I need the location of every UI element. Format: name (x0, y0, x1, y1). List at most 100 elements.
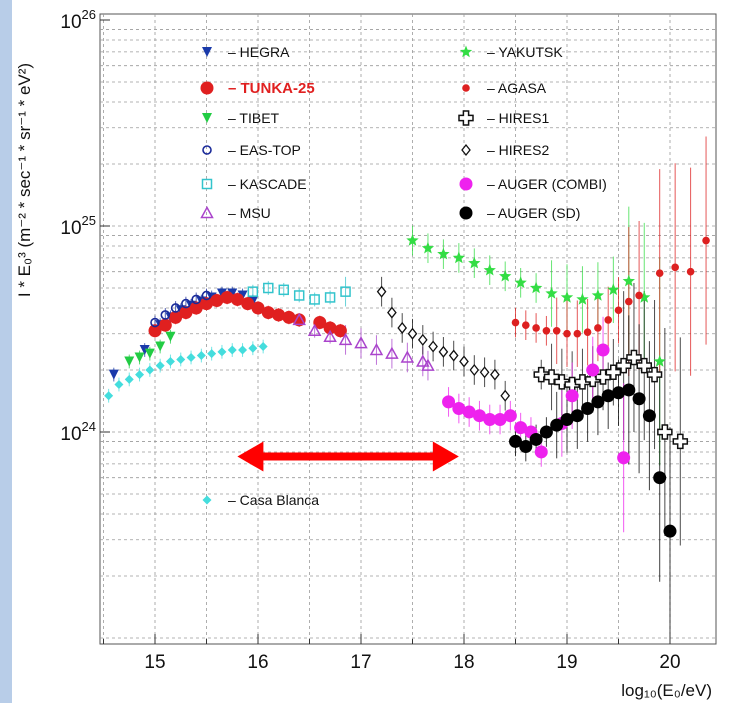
marker-auger-combi (565, 389, 579, 403)
marker-hires2 (438, 345, 449, 358)
energy-range-arrow (237, 441, 459, 472)
marker-agasa (625, 297, 633, 306)
marker-casa-blanca (217, 347, 227, 357)
marker-yakutsk (638, 290, 651, 303)
marker-tunka-25 (272, 308, 286, 322)
marker-yakutsk (421, 241, 435, 254)
marker-auger-combi (483, 412, 497, 426)
marker-tibet (124, 356, 135, 367)
axes: 15 16 17 18 19 20 1026 1025 1024 log₁₀(E₀/eV) I * … (15, 7, 712, 700)
marker-yakutsk (576, 292, 589, 305)
marker-hires1 (672, 433, 689, 450)
marker-casa-blanca (104, 391, 114, 401)
legend-marker (200, 81, 214, 95)
marker-auger-combi (586, 363, 600, 377)
marker-auger-sd (653, 471, 667, 485)
marker-kascade (324, 292, 336, 303)
legend-marker (458, 110, 474, 126)
legend: – HEGRA – TUNKA-25 – TIBET – EAS-TOP – KASCA… (200, 44, 607, 508)
marker-casa-blanca (227, 345, 237, 355)
marker-auger-sd (560, 412, 574, 426)
marker-eas-top (191, 294, 201, 305)
marker-auger-combi (472, 409, 486, 423)
marker-casa-blanca (155, 361, 165, 371)
marker-msu (416, 354, 430, 367)
marker-tunka-25 (169, 310, 183, 324)
legend-marker (461, 143, 471, 157)
x-tick-label: 16 (247, 652, 268, 673)
marker-tunka-25 (148, 324, 162, 338)
marker-hires2 (417, 333, 428, 346)
marker-eas-top (160, 310, 171, 320)
legend-label: – TUNKA-25 (228, 80, 315, 97)
marker-auger-combi (534, 445, 548, 459)
marker-auger-sd (591, 395, 605, 409)
marker-yakutsk (499, 269, 512, 282)
marker-auger-combi (442, 395, 456, 409)
marker-tunka-25 (323, 321, 337, 335)
marker-hegra (108, 369, 119, 380)
marker-hires2 (428, 340, 438, 353)
marker-casa-blanca (196, 351, 206, 361)
marker-hires1 (657, 424, 673, 440)
marker-eas-top (181, 298, 191, 309)
marker-casa-blanca (238, 345, 248, 355)
marker-casa-blanca (176, 354, 186, 364)
legend-label: – TIBET (228, 110, 280, 126)
marker-agasa (552, 326, 561, 335)
marker-hires2 (376, 285, 387, 298)
marker-yakutsk (406, 234, 419, 246)
x-axis-title: log₁₀(E₀/eV) (621, 681, 712, 700)
marker-tunka-25 (251, 301, 265, 315)
marker-yakutsk (545, 287, 558, 299)
marker-casa-blanca (145, 365, 155, 375)
marker-auger-sd (581, 402, 595, 416)
marker-eas-top (150, 317, 160, 328)
marker-eas-top (170, 303, 181, 313)
marker-casa-blanca (124, 374, 134, 384)
x-tick-label: 15 (144, 652, 165, 673)
legend-label: – AUGER (COMBI) (487, 176, 607, 192)
marker-tunka-25 (158, 318, 172, 332)
marker-yakutsk (622, 274, 635, 287)
y-tick-label: 1026 (60, 7, 96, 33)
marker-auger-sd (601, 389, 615, 403)
legend-label: – AUGER (SD) (487, 205, 580, 221)
legend-marker (202, 145, 212, 155)
marker-tunka-25 (282, 310, 296, 324)
x-tick-label: 17 (350, 652, 371, 673)
marker-hires2 (448, 349, 459, 362)
marker-hegra (139, 345, 150, 356)
marker-agasa (583, 328, 592, 337)
marker-agasa (655, 269, 664, 278)
marker-auger-combi (514, 421, 528, 435)
marker-auger-sd (632, 392, 646, 406)
marker-msu (338, 332, 353, 346)
legend-marker (202, 495, 212, 505)
marker-auger-sd (663, 524, 677, 538)
marker-agasa (522, 321, 530, 329)
legend-label: – YAKUTSK (487, 44, 563, 60)
marker-tunka-25 (179, 306, 193, 320)
legend-label: – MSU (228, 205, 271, 221)
marker-casa-blanca (135, 370, 145, 380)
marker-hires2 (459, 355, 469, 368)
marker-auger-sd (519, 440, 533, 454)
marker-yakutsk (529, 281, 543, 294)
marker-auger-sd (642, 409, 656, 423)
marker-msu (292, 312, 306, 326)
marker-agasa (702, 236, 710, 245)
y-tick-label: 1024 (60, 419, 96, 445)
plot-area (99, 13, 717, 645)
marker-yakutsk (560, 290, 574, 303)
marker-msu (400, 350, 415, 363)
marker-auger-combi (596, 343, 610, 357)
legend-label: – HEGRA (228, 44, 290, 60)
marker-agasa (671, 263, 679, 272)
legend-marker (462, 84, 470, 92)
marker-hires1 (533, 366, 549, 383)
marker-agasa (573, 329, 582, 338)
legend-label: – HIRES2 (487, 142, 549, 158)
marker-agasa (604, 316, 612, 324)
